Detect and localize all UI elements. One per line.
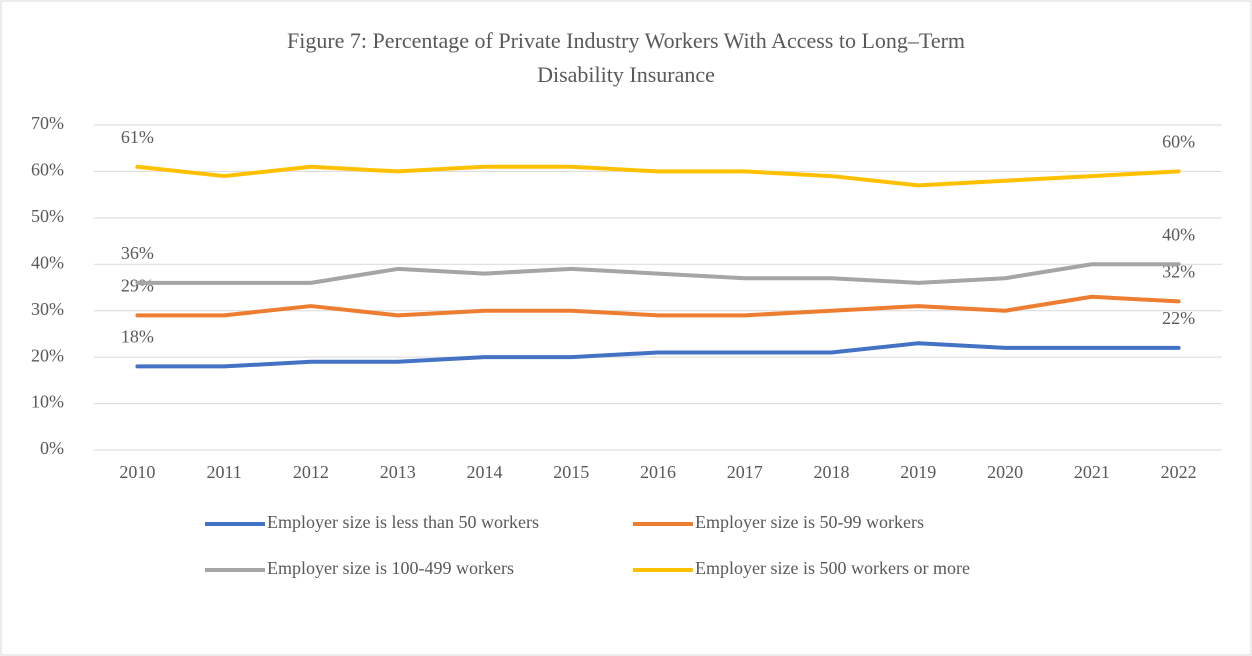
x-tick-label: 2021 [1074, 462, 1110, 482]
series-line [135, 164, 1181, 188]
data-label: 61% [121, 127, 154, 147]
data-label: 60% [1162, 132, 1195, 152]
data-label: 29% [121, 275, 154, 295]
x-tick-label: 2013 [380, 462, 416, 482]
data-label: 32% [1162, 262, 1195, 282]
y-tick-label: 40% [31, 252, 64, 272]
y-tick-label: 10% [31, 392, 64, 412]
x-tick-label: 2016 [640, 462, 676, 482]
x-tick-label: 2018 [814, 462, 850, 482]
series-line [135, 294, 1181, 318]
x-tick-label: 2014 [466, 462, 502, 482]
x-tick-label: 2017 [727, 462, 763, 482]
data-label: 36% [121, 243, 154, 263]
x-tick-label: 2010 [119, 462, 155, 482]
legend-label: Employer size is 100-499 workers [267, 558, 514, 578]
data-label: 18% [121, 327, 154, 347]
data-label: 22% [1162, 308, 1195, 328]
series-line [135, 262, 1181, 285]
y-tick-label: 70% [31, 113, 64, 133]
y-tick-label: 50% [31, 206, 64, 226]
legend-label: Employer size is 500 workers or more [695, 558, 970, 578]
legend-label: Employer size is less than 50 workers [267, 512, 539, 532]
data-label: 40% [1162, 224, 1195, 244]
legend-label: Employer size is 50-99 workers [695, 512, 924, 532]
x-tick-label: 2015 [553, 462, 589, 482]
y-tick-label: 20% [31, 345, 64, 365]
y-tick-label: 0% [40, 438, 64, 458]
series-line [135, 341, 1181, 369]
x-tick-label: 2019 [900, 462, 936, 482]
y-tick-label: 30% [31, 299, 64, 319]
x-tick-label: 2011 [206, 462, 241, 482]
y-tick-label: 60% [31, 160, 64, 180]
x-tick-label: 2012 [293, 462, 329, 482]
x-tick-label: 2020 [987, 462, 1023, 482]
chart-title: Figure 7: Percentage of Private Industry… [286, 28, 966, 87]
x-tick-label: 2022 [1161, 462, 1197, 482]
